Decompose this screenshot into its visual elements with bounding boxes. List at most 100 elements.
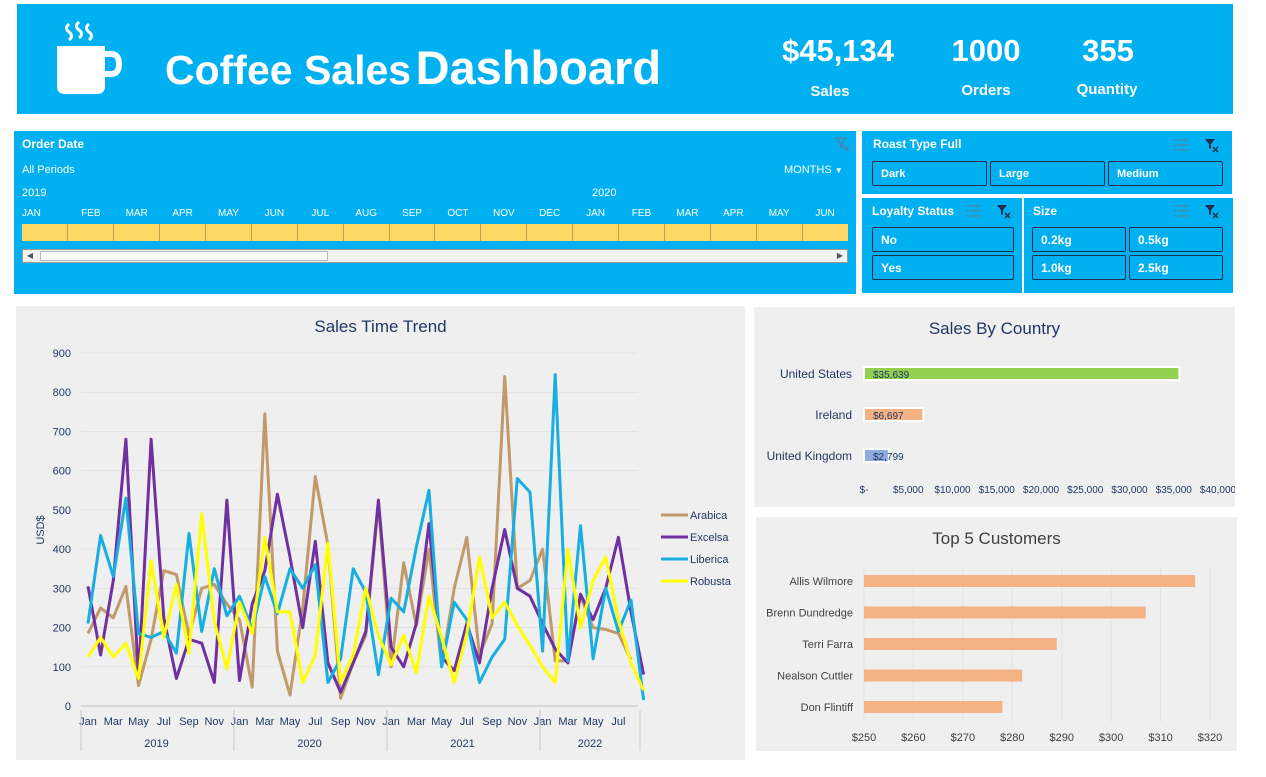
year-label: 2022: [578, 738, 602, 750]
x-tick-label: May: [583, 716, 604, 728]
timeline-month-cell[interactable]: [390, 224, 436, 241]
clear-filter-icon[interactable]: [834, 136, 850, 152]
size-0.2kg-button[interactable]: 0.2kg: [1032, 227, 1126, 252]
timeline-month-cell[interactable]: [619, 224, 666, 241]
timeline-level-label: MONTHS: [784, 164, 832, 176]
clear-filter-icon[interactable]: [1203, 137, 1219, 153]
timeline-month-cell[interactable]: [527, 224, 574, 241]
timeline-month-cell[interactable]: [22, 224, 68, 241]
x-tick-label: Mar: [255, 716, 274, 728]
customer-label: Don Flintiff: [801, 702, 854, 714]
timeline-scroll-thumb[interactable]: [40, 251, 328, 261]
clear-filter-icon[interactable]: [995, 203, 1011, 219]
timeline-month-cell[interactable]: [344, 224, 390, 241]
timeline-month-cell[interactable]: [665, 224, 712, 241]
y-tick-label: 300: [53, 583, 71, 595]
timeline-level-dropdown[interactable]: MONTHS ▼: [784, 164, 843, 176]
y-tick-label: 900: [53, 348, 71, 360]
customer-label: Terri Farra: [802, 639, 854, 651]
timeline-bar[interactable]: [22, 224, 848, 241]
timeline-month-label: FEB: [631, 208, 652, 219]
size-title: Size: [1033, 204, 1058, 218]
roast-dark-button[interactable]: Dark: [872, 161, 987, 186]
x-tick-label: $260: [901, 732, 925, 744]
country-bar[interactable]: [863, 448, 890, 463]
x-tick-label: $35,000: [1156, 485, 1193, 496]
timeline-month-label: JUN: [815, 208, 835, 219]
timeline-month-cell[interactable]: [435, 224, 482, 241]
customer-bar[interactable]: [864, 606, 1146, 619]
timeline-year-label: 2020: [592, 187, 617, 199]
country-bar[interactable]: [863, 366, 1181, 381]
sales-trend-panel: Sales Time Trend 0 100 200 300 400 500 600 700 8…: [16, 306, 745, 760]
scroll-left-icon[interactable]: ◀: [26, 251, 34, 260]
timeline-month-label: OCT: [447, 208, 469, 219]
size-2.5kg-button[interactable]: 2.5kg: [1129, 255, 1223, 280]
customer-bar[interactable]: [864, 701, 1003, 713]
x-tick-label: Jan: [382, 716, 400, 728]
clear-filter-icon[interactable]: [1203, 203, 1219, 219]
country-chart-title: Sales By Country: [928, 319, 1061, 338]
series-line-excelsa[interactable]: [86, 437, 646, 694]
x-tick-label: Jul: [611, 716, 625, 728]
kpi-orders-label: Orders: [961, 82, 1011, 99]
x-tick-label: $300: [1099, 732, 1123, 744]
x-tick-label: Nov: [204, 716, 224, 728]
country-data-label: $2,799: [873, 452, 904, 463]
timeline-month-cell[interactable]: [252, 224, 298, 241]
x-tick-label: May: [431, 716, 452, 728]
timeline-month-cell[interactable]: [298, 224, 344, 241]
roast-medium-button[interactable]: Medium: [1108, 161, 1223, 186]
kpi-orders-value: 1000: [951, 33, 1021, 68]
timeline-month-cell[interactable]: [114, 224, 160, 241]
roast-large-button[interactable]: Large: [990, 161, 1105, 186]
multi-select-icon[interactable]: [1173, 203, 1189, 219]
timeline-month-cell[interactable]: [573, 224, 620, 241]
x-tick-label: $10,000: [934, 485, 971, 496]
timeline-month-label: JAN: [22, 208, 41, 219]
country-label: United Kingdom: [767, 449, 852, 463]
timeline-month-label: APR: [172, 208, 193, 219]
timeline-month-cell[interactable]: [757, 224, 803, 241]
timeline-month-cell[interactable]: [206, 224, 252, 241]
customers-chart-title: Top 5 Customers: [932, 529, 1061, 548]
timeline-month-cell[interactable]: [481, 224, 528, 241]
scroll-right-icon[interactable]: ▶: [836, 251, 844, 260]
x-tick-label: Sep: [179, 716, 199, 728]
country-bar-chart: United States $35,639 Ireland $6,697 United …: [767, 366, 1235, 496]
x-tick-label: $250: [852, 732, 876, 744]
timeline-month-cell[interactable]: [711, 224, 757, 241]
customer-bar[interactable]: [864, 669, 1023, 682]
x-tick-label: Jul: [157, 716, 171, 728]
timeline-month-label: MAY: [218, 208, 239, 219]
x-tick-label: May: [280, 716, 301, 728]
multi-select-icon[interactable]: [965, 203, 981, 219]
loyalty-yes-button[interactable]: Yes: [872, 255, 1014, 280]
legend-entry: Arabica: [690, 510, 728, 522]
customer-bar[interactable]: [864, 638, 1057, 650]
customer-label: Brenn Dundredge: [766, 608, 853, 620]
timeline-month-label: MAY: [768, 208, 790, 219]
size-1.0kg-button[interactable]: 1.0kg: [1032, 255, 1126, 280]
timeline-month-cell[interactable]: [803, 224, 848, 241]
customer-bar[interactable]: [864, 575, 1196, 587]
loyalty-no-button[interactable]: No: [872, 227, 1014, 252]
x-tick-label: $30,000: [1111, 485, 1148, 496]
size-0.5kg-button[interactable]: 0.5kg: [1129, 227, 1223, 252]
x-tick-label: Jan: [231, 716, 249, 728]
timeline-period-label: All Periods: [22, 164, 75, 176]
series-line-robusta[interactable]: [86, 512, 645, 691]
x-tick-label: Sep: [482, 716, 502, 728]
y-tick-label: 500: [53, 505, 71, 517]
country-panel: Sales By Country United States $35,639 Ire…: [754, 307, 1235, 507]
timeline-month-cell[interactable]: [160, 224, 206, 241]
multi-select-icon[interactable]: [1173, 137, 1189, 153]
order-date-timeline[interactable]: Order Date All Periods MONTHS ▼ 2019 202…: [14, 131, 856, 294]
title-part1: Coffee Sales: [165, 47, 412, 93]
timeline-scrollbar[interactable]: ◀ ▶: [22, 249, 848, 263]
country-bar[interactable]: [863, 407, 925, 422]
kpi-quantity-label: Quantity: [1076, 81, 1138, 98]
timeline-month-cell[interactable]: [68, 224, 114, 241]
timeline-month-label: APR: [722, 208, 744, 219]
chevron-down-icon: ▼: [834, 166, 843, 175]
